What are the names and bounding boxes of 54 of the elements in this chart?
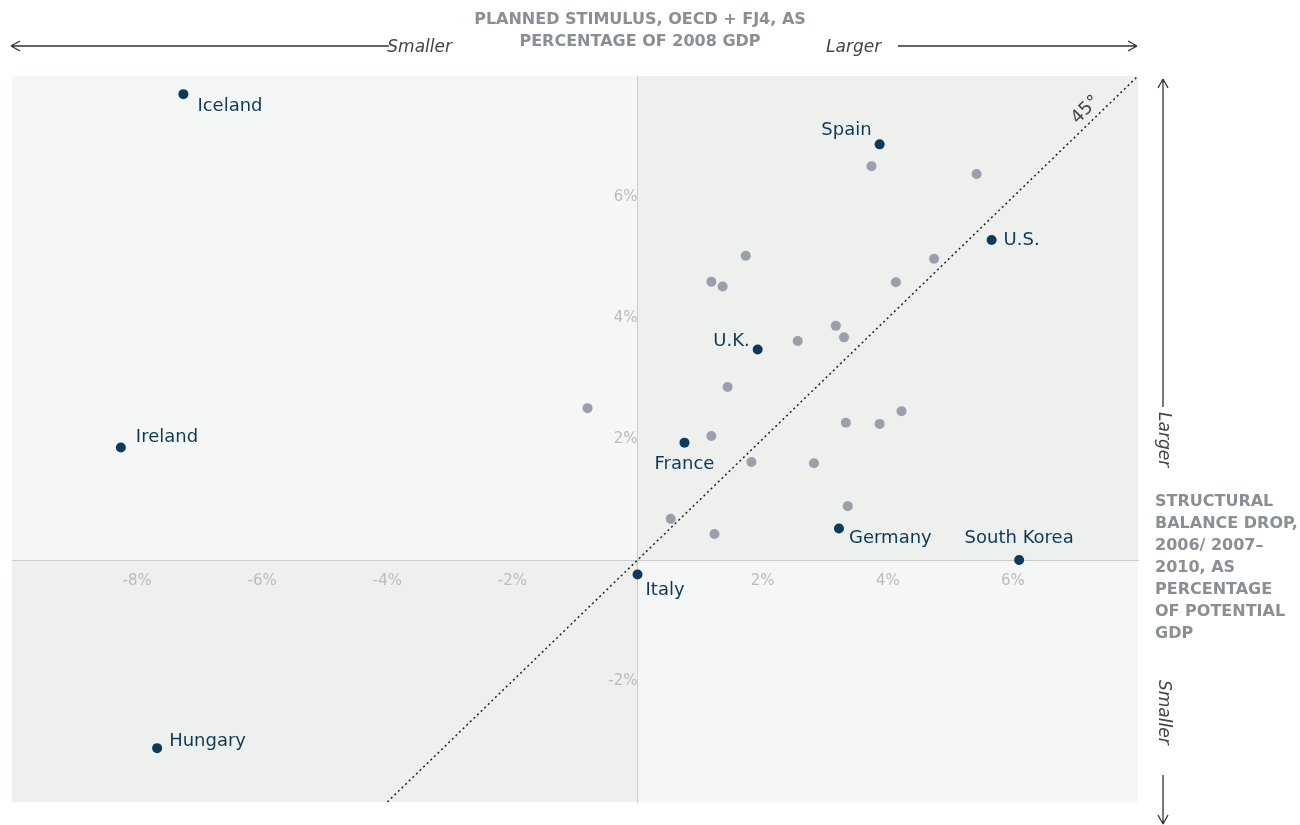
x-tick-label: 2%	[750, 570, 775, 589]
annotation: Germany	[848, 526, 933, 548]
annotation: South Korea	[964, 525, 1074, 547]
y-tick-label: 6%	[613, 186, 638, 205]
point	[792, 335, 803, 346]
annotation: Italy	[645, 578, 685, 600]
x-tick-label: 6%	[1000, 570, 1025, 589]
x-axis-title: PLANNED STIMULUS, OECD + FJ4, AS PERCENTAGE OF 2008 GDP	[473, 8, 807, 52]
point	[706, 430, 717, 441]
y-tick-label: 4%	[613, 307, 638, 326]
point	[840, 417, 851, 428]
y-axis-title: STRUCTURAL BALANCE DROP, 2006/ 2007–2010, AS PERCENTAGE OF POTENTIAL GDP	[1155, 490, 1299, 644]
annotation: U.K.	[713, 329, 750, 351]
point	[833, 523, 844, 534]
point	[746, 456, 757, 467]
point	[582, 403, 593, 414]
text: Larger	[826, 36, 882, 56]
point	[717, 281, 728, 292]
annotation: Iceland	[197, 93, 263, 115]
point	[632, 569, 643, 580]
annotation: U.S.	[1003, 227, 1040, 249]
point	[830, 320, 841, 331]
point	[679, 437, 690, 448]
annotation: 45°	[1065, 89, 1104, 128]
point	[740, 250, 751, 261]
annotation: Hungary	[169, 728, 247, 750]
text: Smaller	[387, 36, 452, 56]
y-tick-label: 2%	[613, 428, 638, 447]
point	[929, 253, 940, 264]
point	[838, 332, 849, 343]
x-tick-label: 4%	[875, 570, 900, 589]
point	[665, 513, 676, 524]
point	[866, 161, 877, 172]
point	[808, 458, 819, 469]
point	[971, 169, 982, 180]
point	[842, 501, 853, 512]
point	[890, 277, 901, 288]
point	[874, 139, 885, 150]
point	[706, 276, 717, 287]
point	[709, 528, 720, 539]
point	[896, 406, 907, 417]
text: Smaller	[1155, 680, 1175, 745]
point	[752, 344, 763, 355]
annotation: France	[654, 452, 715, 474]
point	[722, 381, 733, 392]
annotation: Spain	[821, 118, 872, 140]
point	[1014, 555, 1025, 565]
point	[874, 418, 885, 429]
point	[178, 89, 189, 100]
text: Larger	[1155, 412, 1175, 468]
point	[152, 743, 163, 754]
point	[986, 234, 997, 245]
annotation: Ireland	[135, 425, 199, 447]
point	[115, 442, 126, 453]
